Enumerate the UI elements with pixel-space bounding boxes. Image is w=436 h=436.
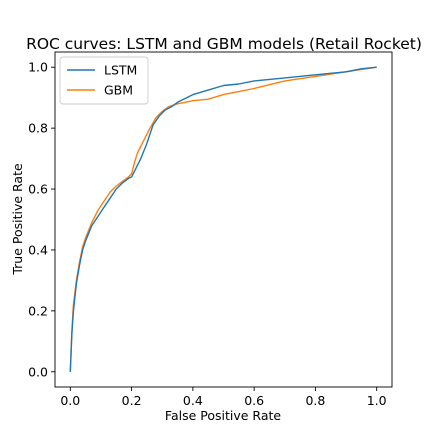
y-axis-label: True Positive Rate — [10, 163, 25, 276]
legend-label-lstm: LSTM — [104, 63, 137, 78]
x-axis-label: False Positive Rate — [165, 408, 281, 423]
series-line-lstm — [69, 66, 377, 372]
x-tick-label: 0.8 — [305, 393, 325, 408]
y-tick-label: 1.0 — [28, 60, 48, 75]
x-tick-label: 0.2 — [122, 393, 142, 408]
legend-box — [59, 56, 149, 105]
x-tick-label: 0.6 — [244, 393, 264, 408]
x-tick-label: 0.4 — [183, 393, 203, 408]
y-tick-label: 0.4 — [28, 242, 48, 257]
series-lines — [69, 66, 377, 372]
legend: LSTM GBM — [59, 56, 149, 105]
y-axis-ticks: 0.0 0.2 0.4 0.6 0.8 1.0 — [28, 60, 55, 379]
x-axis-ticks: 0.0 0.2 0.4 0.6 0.8 1.0 — [60, 387, 387, 408]
legend-label-gbm: GBM — [104, 83, 133, 98]
y-tick-label: 0.8 — [28, 121, 48, 136]
x-tick-label: 1.0 — [367, 393, 387, 408]
y-tick-label: 0.6 — [28, 182, 48, 197]
x-tick-label: 0.0 — [60, 393, 80, 408]
chart-title: ROC curves: LSTM and GBM models (Retail … — [26, 35, 422, 53]
y-tick-label: 0.2 — [28, 303, 48, 318]
series-line-gbm — [69, 66, 377, 372]
y-tick-label: 0.0 — [28, 364, 48, 379]
plot-area — [54, 51, 393, 388]
